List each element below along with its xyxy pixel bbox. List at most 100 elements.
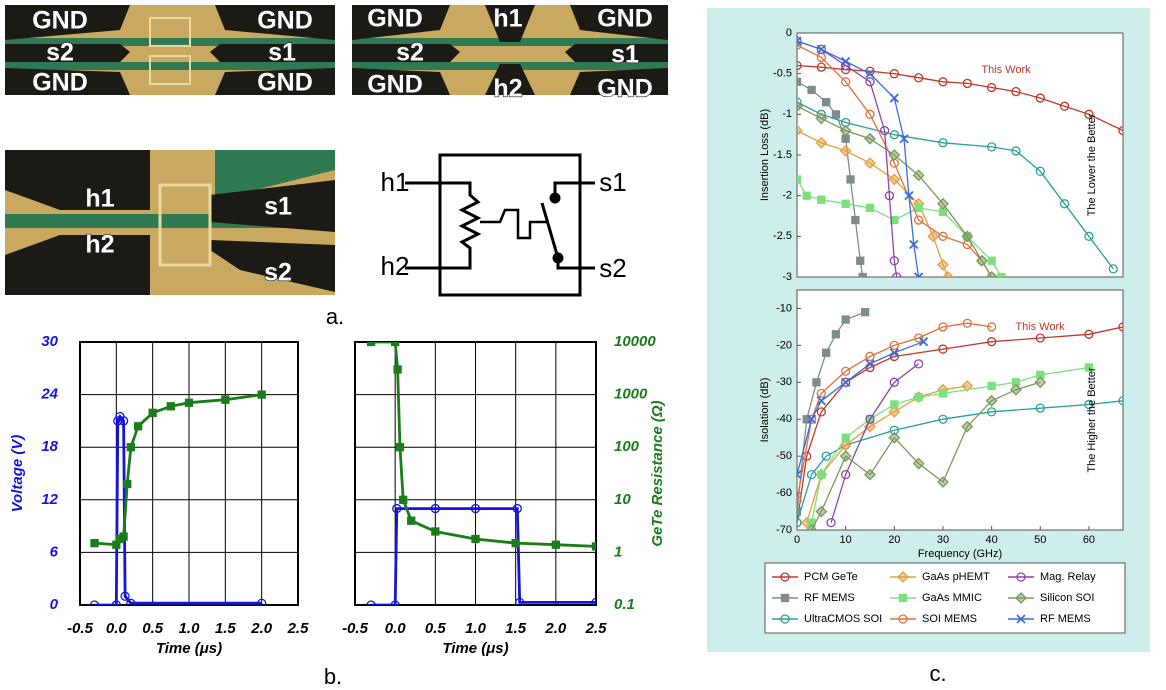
marker [591, 542, 596, 551]
photo-label: s2 [46, 39, 74, 67]
marker [1084, 109, 1094, 119]
marker [821, 451, 831, 461]
marker [111, 600, 121, 605]
marker [914, 272, 924, 277]
marker [797, 100, 803, 113]
marker [846, 175, 855, 184]
marker [133, 422, 143, 431]
marker [898, 614, 908, 624]
marker [889, 69, 899, 79]
marker [937, 197, 949, 210]
marker [366, 600, 376, 605]
marker [366, 342, 376, 347]
series-line [797, 322, 992, 501]
marker [913, 333, 924, 343]
marker [841, 56, 851, 67]
marker [888, 173, 901, 186]
photo-label: h1 [493, 5, 522, 33]
marker [1108, 264, 1118, 274]
photo-label: s1 [611, 41, 639, 69]
marker [816, 396, 826, 406]
marker [839, 124, 852, 137]
x-tick-label: 0 [794, 534, 800, 546]
photo-label: GND [32, 69, 88, 97]
y-tick-label: -10 [776, 302, 792, 314]
legend-box [764, 562, 1126, 634]
marker [470, 503, 481, 514]
marker [431, 527, 440, 536]
marker [802, 191, 811, 200]
marker [184, 398, 194, 407]
marker [985, 271, 998, 277]
marker [912, 169, 925, 182]
series-line [797, 400, 1123, 523]
marker [797, 36, 802, 46]
marker [856, 256, 865, 265]
marker [961, 230, 974, 243]
photo-label: s1 [268, 39, 296, 67]
x-axis-label: Frequency (GHz) [918, 548, 1002, 560]
marker [1084, 363, 1094, 372]
marker [839, 145, 852, 157]
photo-label: h2 [85, 231, 114, 259]
marker [1084, 329, 1094, 339]
marker [119, 532, 128, 541]
y-tick-label: 6 [50, 543, 59, 560]
marker [865, 77, 875, 87]
y-tick-label: -1.5 [773, 149, 792, 161]
marker [817, 195, 826, 204]
y-tick-label: 24 [40, 386, 58, 403]
marker [797, 36, 802, 46]
marker [807, 85, 816, 95]
marker [865, 359, 875, 369]
marker [816, 62, 826, 72]
marker [918, 337, 929, 347]
marker [987, 256, 996, 265]
series-line [94, 413, 262, 605]
marker [897, 571, 909, 583]
schematic-label: s1 [599, 167, 626, 197]
x-tick-label: 1.0 [179, 620, 201, 637]
marker [889, 377, 899, 387]
marker [797, 60, 802, 71]
schematic-label: s2 [599, 253, 626, 283]
legend-label: RF MEMS [804, 592, 855, 604]
marker [961, 420, 974, 433]
marker [221, 395, 230, 404]
marker [120, 591, 130, 601]
y-tick-label: -3 [782, 271, 792, 283]
marker [780, 614, 790, 624]
x-tick-label: 1.5 [215, 620, 237, 637]
micrograph-2 [352, 5, 668, 95]
legend-label: Mag. Relay [1040, 571, 1096, 583]
y2-axis-label: GeTe Resistance (Ω) [649, 400, 666, 546]
legend-label: GaAs pHEMT [922, 571, 990, 583]
y2-tick-label: 1000 [614, 386, 648, 403]
marker [937, 258, 949, 271]
y-tick-label: -60 [776, 487, 792, 499]
annotation: This Work [981, 64, 1031, 76]
x-tick-label: 1.5 [505, 620, 527, 637]
marker [865, 109, 875, 119]
marker [986, 407, 997, 417]
marker [118, 416, 129, 426]
x-tick-label: 0.5 [425, 620, 447, 637]
marker [1035, 93, 1045, 103]
series-group [366, 342, 596, 605]
marker [831, 330, 841, 339]
marker [780, 593, 790, 603]
marker [986, 82, 997, 93]
marker [889, 348, 899, 358]
y-tick-label: 12 [41, 491, 58, 508]
series-line [371, 507, 596, 605]
marker [864, 157, 876, 170]
marker [512, 503, 522, 514]
legend-label: GaAs MMIC [922, 592, 982, 604]
marker [938, 414, 948, 424]
photo-label: GND [257, 7, 313, 35]
marker [257, 598, 267, 605]
micrograph-3 [5, 150, 335, 295]
photo-label: GND [367, 71, 423, 99]
x-tick-label: 40 [986, 534, 998, 546]
marker [1118, 396, 1123, 406]
